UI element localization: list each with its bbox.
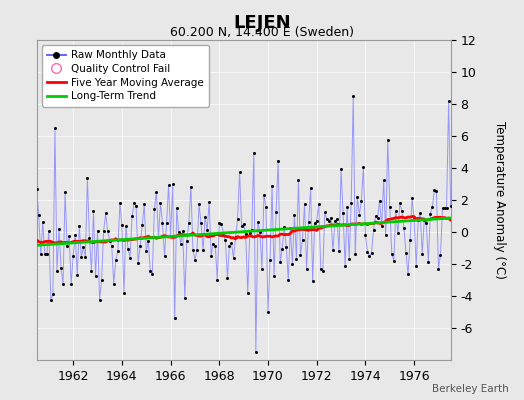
Text: 60.200 N, 14.400 E (Sweden): 60.200 N, 14.400 E (Sweden) [170, 26, 354, 39]
Text: Berkeley Earth: Berkeley Earth [432, 384, 508, 394]
Text: LEJEN: LEJEN [233, 14, 291, 32]
Legend: Raw Monthly Data, Quality Control Fail, Five Year Moving Average, Long-Term Tren: Raw Monthly Data, Quality Control Fail, … [42, 45, 209, 106]
Y-axis label: Temperature Anomaly (°C): Temperature Anomaly (°C) [493, 121, 506, 279]
